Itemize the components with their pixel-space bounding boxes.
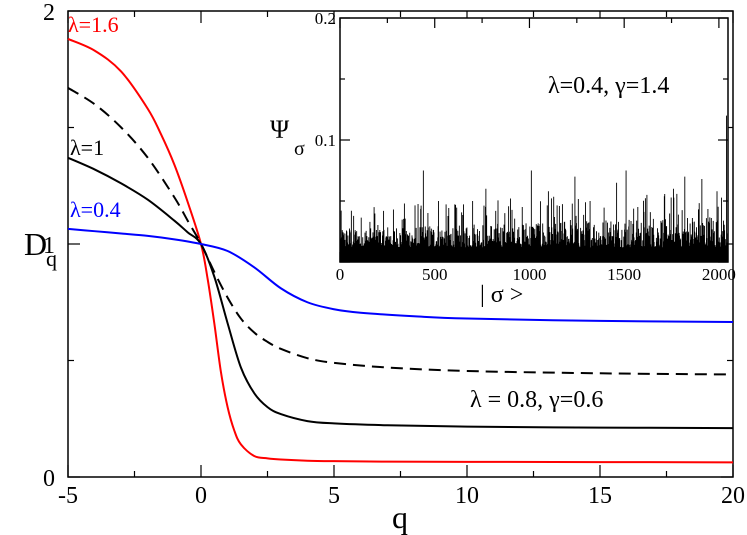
series-line-2 — [67, 156, 734, 430]
main-x-axis-label: q — [392, 499, 408, 535]
inset-bars — [339, 115, 729, 262]
inset-x-axis-label: | σ > — [480, 282, 523, 308]
main-y-tick-label: 1 — [43, 233, 55, 259]
main-y-tick-label: 2 — [43, 0, 55, 26]
label-lambda-1-6: λ=1.6 — [68, 12, 119, 37]
main-x-tick-label: 0 — [195, 483, 207, 509]
main-series — [67, 38, 734, 464]
inset-y-tick-label: 0.1 — [315, 131, 336, 150]
main-y-axis-subscript: q — [46, 246, 57, 271]
inset-x-tick-label: 2000 — [702, 265, 736, 284]
main-x-tick-label: 20 — [721, 483, 745, 509]
main-y-axis-label: D — [24, 226, 47, 262]
inset-y-axis-label: Ψ — [270, 115, 290, 144]
inset-x-tick-label: 500 — [422, 265, 448, 284]
inset-x-tick-label: 1000 — [512, 265, 546, 284]
inset-x-tick-label: 1500 — [607, 265, 641, 284]
series-line-1 — [67, 87, 734, 376]
inset-ticks — [339, 17, 728, 263]
main-x-tick-label: -5 — [58, 483, 78, 509]
inset-tick-labels: 0 500 1000 1500 2000 0.1 0.2 — [315, 9, 736, 284]
main-y-tick-label: 0 — [43, 466, 55, 492]
inset-y-tick-label: 0.2 — [315, 9, 336, 28]
label-lambda-0-4: λ=0.4 — [70, 197, 121, 222]
main-x-tick-label: 5 — [328, 483, 340, 509]
label-lambda-1: λ=1 — [70, 135, 104, 160]
series-line-3 — [67, 227, 734, 324]
inset-y-axis-subscript: σ — [294, 138, 305, 160]
main-x-tick-label: 15 — [588, 483, 612, 509]
inset-x-tick-label: 0 — [336, 265, 345, 284]
main-x-tick-label: 10 — [455, 483, 479, 509]
label-params-main: λ = 0.8, γ=0.6 — [470, 387, 603, 413]
inset-bar-spectrum — [339, 115, 729, 262]
series-line-0 — [67, 38, 734, 464]
inset-annotation: λ=0.4, γ=1.4 — [548, 73, 669, 99]
